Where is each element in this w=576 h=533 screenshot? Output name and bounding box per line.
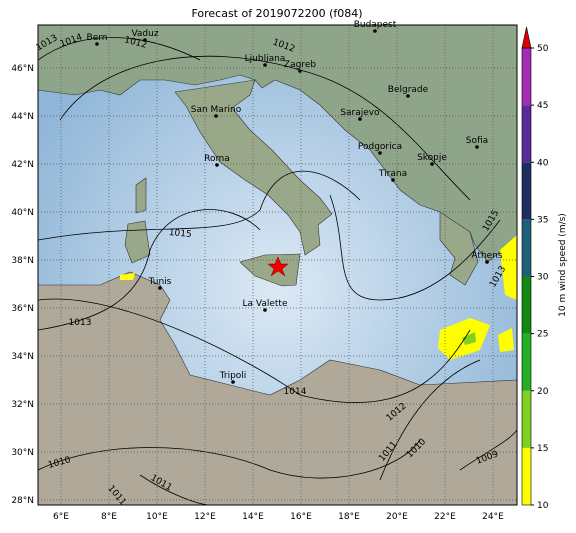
isobars: [38, 37, 517, 505]
colorbar-tick-label: 10: [537, 501, 549, 511]
city-dot: [391, 178, 395, 182]
colorbar-tick-label: 50: [537, 44, 549, 54]
colorbar-tick-label: 40: [537, 158, 549, 168]
event-star: [267, 256, 289, 277]
city-label: Sarajevo: [340, 108, 380, 118]
city-label: Belgrade: [388, 85, 429, 95]
colorbar-tick-label: 45: [537, 101, 548, 111]
lon-tick-label: 14°E: [242, 512, 264, 522]
colorbar-tick-label: 35: [537, 215, 548, 225]
colorbar-label: 10 m wind speed (m/s): [558, 213, 568, 317]
city-dot: [231, 380, 235, 384]
colorbar-segment: [522, 390, 531, 448]
colorbar-segment: [522, 447, 531, 505]
lat-tick-label: 36°N: [11, 304, 34, 314]
land-corsica: [135, 177, 147, 214]
lat-tick-label: 28°N: [11, 496, 34, 506]
colorbar-segment: [522, 105, 531, 163]
isobar-label: 1014: [284, 387, 307, 397]
wind-area: [120, 235, 517, 360]
city-dot: [215, 163, 219, 167]
title: Forecast of 2019072200 (f084): [191, 7, 362, 20]
colorbar-extend: [521, 26, 532, 49]
lat-tick-label: 42°N: [11, 160, 34, 170]
lat-tick-label: 30°N: [11, 448, 34, 458]
colorbar-tick-label: 30: [537, 273, 549, 283]
land-sicily: [239, 253, 301, 287]
city-dot: [143, 38, 147, 42]
isobar-label: 1013: [69, 318, 92, 328]
city-label: Skopje: [417, 153, 447, 163]
map-frame: [37, 24, 518, 506]
lon-tick-label: 24°E: [482, 512, 504, 522]
city-dot: [263, 63, 267, 67]
lon-tick-label: 12°E: [194, 512, 216, 522]
city-label: Ljubljana: [245, 54, 286, 64]
map-area: [38, 25, 517, 505]
colorbar-segment: [522, 162, 531, 220]
city-dot: [158, 286, 162, 290]
lat-tick-label: 32°N: [11, 400, 34, 410]
wind-area: [462, 332, 476, 345]
city-dot: [214, 114, 218, 118]
colorbar-tick-label: 25: [537, 330, 548, 340]
lat-tick-label: 38°N: [11, 256, 34, 266]
city-label: La Valette: [243, 299, 288, 309]
lon-tick-label: 10°E: [146, 512, 168, 522]
land-italy: [174, 79, 333, 256]
city-label: Tirana: [378, 169, 407, 179]
city-label: San Marino: [191, 105, 242, 115]
city-dot: [485, 260, 489, 264]
lon-tick-label: 8°E: [101, 512, 117, 522]
lat-tick-label: 40°N: [11, 208, 34, 218]
city-dot: [378, 151, 382, 155]
colorbar-segment: [522, 276, 531, 334]
isobar-label: 1015: [168, 228, 192, 240]
city-dot: [298, 69, 302, 73]
colorbar-tick-label: 15: [537, 444, 548, 454]
city-dot: [358, 117, 362, 121]
colorbar-segment: [522, 333, 531, 391]
city-label: Roma: [204, 154, 230, 164]
lat-tick-label: 46°N: [11, 64, 34, 74]
lon-tick-label: 6°E: [53, 512, 69, 522]
land-sardinia: [124, 220, 151, 264]
city-label: Vaduz: [131, 29, 158, 39]
city-label: Tripoli: [219, 371, 247, 381]
lat-tick-label: 34°N: [11, 352, 34, 362]
colorbar-segment: [522, 219, 531, 277]
lon-tick-label: 20°E: [386, 512, 408, 522]
colorbar-tick-label: 20: [537, 387, 549, 397]
city-label: Zagreb: [284, 60, 316, 70]
lon-tick-label: 18°E: [338, 512, 360, 522]
land-europe: [38, 25, 517, 263]
city-dot: [373, 29, 377, 33]
lat-tick-label: 44°N: [11, 112, 34, 122]
lon-tick-label: 16°E: [290, 512, 312, 522]
land-africa: [38, 271, 517, 505]
colorbar-segment: [522, 48, 531, 106]
city-dot: [430, 162, 434, 166]
city-dot: [475, 145, 479, 149]
city-label: Athens: [471, 251, 502, 261]
lon-tick-label: 22°E: [434, 512, 456, 522]
city-dot: [263, 308, 267, 312]
city-dot: [406, 94, 410, 98]
land-greece: [439, 211, 479, 286]
city-dot: [95, 42, 99, 46]
city-label: Sofia: [466, 136, 488, 146]
city-label: Podgorica: [358, 142, 402, 152]
city-label: Bern: [87, 33, 108, 43]
city-label: Tunis: [148, 277, 172, 287]
